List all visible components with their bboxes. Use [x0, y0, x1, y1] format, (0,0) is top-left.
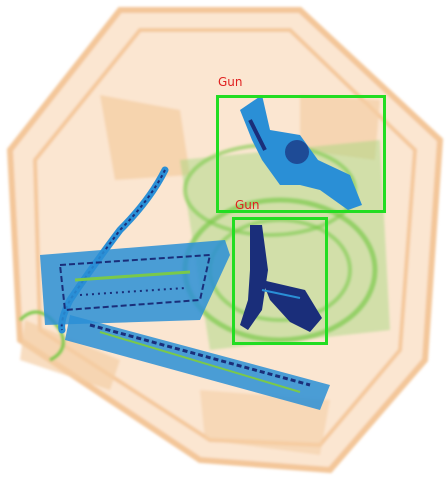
detection-box-pistol [232, 217, 328, 345]
pistol-object [240, 225, 322, 332]
circuit-board-upper [40, 240, 230, 325]
detection-label-pistol: Gun [235, 198, 260, 212]
detection-box-revolver [216, 95, 386, 213]
circuit-board-lower [65, 315, 330, 410]
revolver-object [240, 95, 362, 210]
detection-label-revolver: Gun [218, 75, 243, 89]
